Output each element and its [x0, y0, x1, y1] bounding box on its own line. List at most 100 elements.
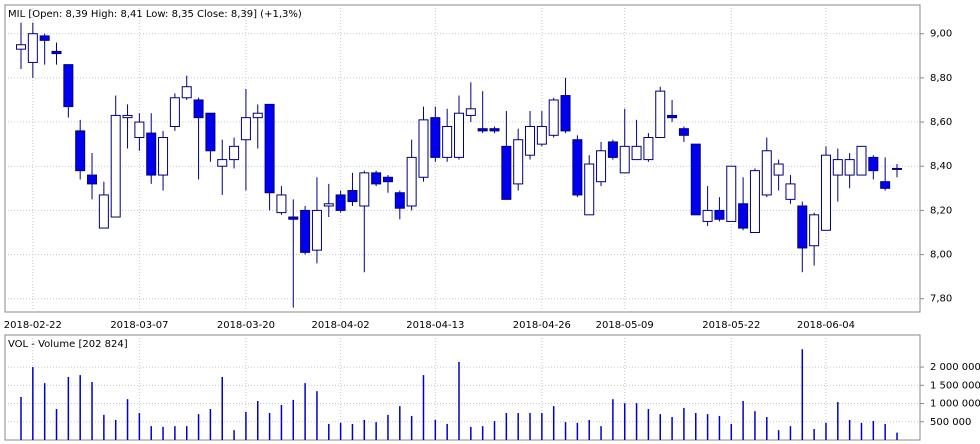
volume-bar: [114, 419, 117, 440]
volume-bar: [695, 413, 697, 440]
volume-bar: [470, 426, 472, 440]
volume-bar: [541, 413, 543, 440]
volume-bar: [635, 403, 638, 440]
volume-bar: [493, 421, 496, 440]
candle-body: [300, 209, 311, 253]
candle-body: [892, 167, 902, 170]
candle-body: [39, 35, 50, 41]
volume-bar: [730, 423, 733, 440]
candle-body: [87, 174, 98, 185]
volume-bar: [316, 391, 318, 440]
candle-body: [655, 90, 666, 139]
volume-bar: [209, 409, 212, 440]
volume-bar: [221, 376, 223, 440]
volume-bar: [375, 422, 377, 440]
volume-bar: [777, 430, 780, 440]
volume-bar: [481, 426, 484, 440]
candle-body: [513, 139, 524, 185]
volume-bar: [623, 403, 626, 440]
candle-body: [146, 132, 157, 176]
x-tick-label: 2018-03-20: [217, 320, 275, 331]
y-tick-label: 8,00: [930, 250, 952, 261]
candle-body: [454, 112, 464, 158]
candle-body: [276, 194, 287, 214]
candle-body: [16, 44, 26, 50]
volume-bar: [67, 376, 70, 440]
volume-bar: [434, 419, 437, 440]
volume-bar: [860, 422, 863, 440]
candle-body: [868, 156, 879, 172]
candle-body: [714, 209, 725, 220]
volume-bar: [399, 406, 401, 440]
y-tick-label: 2 000 000: [930, 362, 980, 373]
candle-body: [607, 141, 618, 158]
candle-body: [323, 203, 334, 207]
volume-bar: [659, 414, 661, 440]
candle-body: [489, 128, 500, 132]
volume-bar: [174, 426, 176, 440]
candle-body: [631, 145, 642, 161]
volume-bar: [671, 417, 673, 440]
volume-bar: [505, 413, 508, 440]
candle-body: [856, 145, 867, 176]
volume-bar: [55, 409, 58, 440]
candle-body: [465, 108, 476, 116]
volume-bar: [600, 426, 602, 440]
candle-body: [844, 159, 855, 176]
volume-bar: [363, 419, 366, 440]
volume-title: VOL - Volume [202 824]: [8, 339, 128, 350]
volume-bar: [801, 349, 804, 440]
candle-body: [619, 145, 630, 174]
candle-body: [726, 165, 737, 222]
volume-bar: [138, 413, 141, 440]
x-tick-label: 2018-02-22: [4, 320, 62, 331]
candle-body: [134, 121, 145, 139]
candle-body: [122, 114, 133, 119]
candle-body: [371, 172, 382, 185]
y-tick-label: 9,00: [930, 29, 952, 40]
volume-bar: [742, 400, 744, 440]
volume-bar: [126, 399, 129, 440]
volume-panel: [4, 334, 921, 441]
volume-bar: [884, 423, 886, 440]
volume-bar: [103, 414, 105, 440]
volume-bar: [339, 422, 342, 440]
candle-body: [288, 216, 299, 220]
volume-bar: [43, 383, 46, 440]
volume-bar: [162, 426, 164, 440]
candle-body: [880, 181, 891, 189]
candle-body: [382, 176, 393, 183]
volume-bar: [813, 429, 815, 440]
candle-body: [501, 145, 512, 200]
candle-body: [169, 97, 180, 127]
candle-body: [181, 86, 192, 99]
y-tick-label: 8,80: [930, 73, 952, 84]
volume-bar: [564, 422, 567, 440]
volume-bar: [32, 367, 34, 440]
volume-bar: [257, 400, 259, 440]
volume-bar: [422, 375, 425, 440]
candle-body: [264, 103, 275, 194]
candle-body: [252, 112, 263, 119]
volume-bar: [789, 426, 792, 440]
volume-bar: [718, 415, 721, 440]
volume-bar: [576, 422, 579, 440]
volume-bar: [552, 406, 555, 440]
y-tick-label: 500 000: [930, 417, 971, 428]
volume-bar: [387, 414, 389, 440]
candle-body: [418, 119, 429, 178]
candle-body: [311, 209, 322, 251]
volume-bar: [292, 399, 295, 440]
candle-body: [158, 137, 169, 176]
candle-body: [110, 114, 121, 218]
volume-bar: [245, 411, 247, 440]
x-tick-label: 2018-04-02: [312, 320, 370, 331]
candle-body: [229, 145, 240, 161]
candle-body: [596, 150, 607, 183]
volume-bar: [766, 417, 768, 440]
price-panel: [4, 4, 921, 313]
volume-bar: [754, 411, 756, 440]
candle-body: [548, 99, 559, 136]
y-tick-label: 1 000 000: [930, 399, 980, 410]
candle-body: [477, 128, 488, 132]
